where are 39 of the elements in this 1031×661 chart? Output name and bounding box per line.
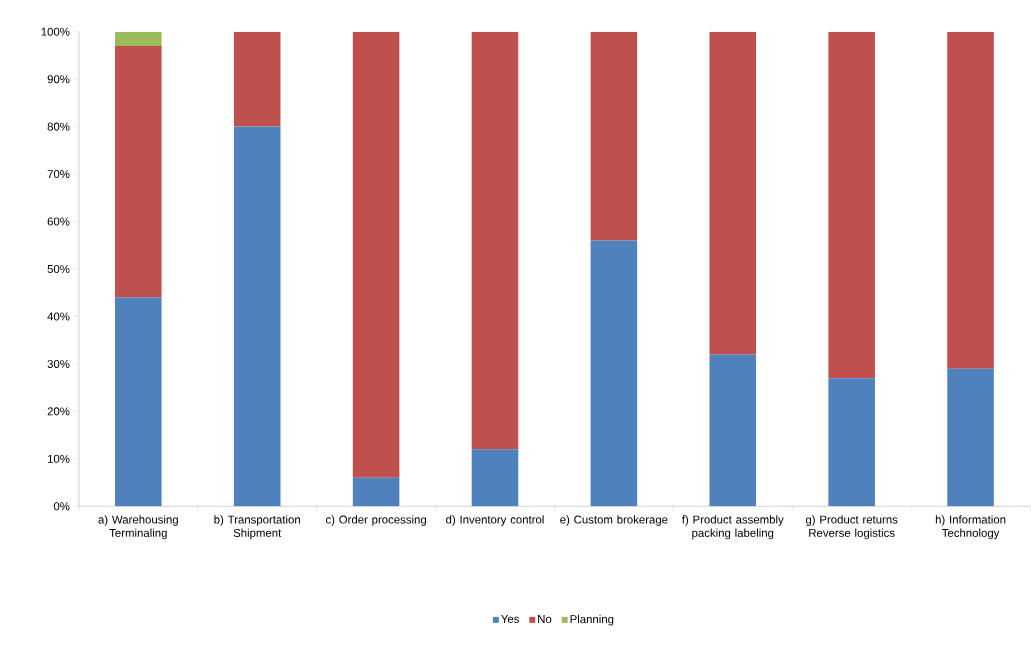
bar: [352, 31, 400, 478]
bar: [709, 31, 757, 355]
x-tick-label: g) Product returns Reverse logistics: [805, 515, 898, 540]
legend-label: No: [538, 615, 552, 624]
bar: [947, 368, 994, 507]
y-tick-label: 40%: [47, 312, 70, 321]
x-tick-label: b) Transportation Shipment: [214, 515, 300, 540]
x-tick-label: e) Custom brokerage: [560, 515, 668, 526]
y-tick-label: 90%: [47, 75, 70, 84]
y-tick-label: 20%: [47, 407, 70, 416]
bar: [352, 477, 400, 507]
x-tick-label: h) Information Technology: [935, 515, 1006, 540]
bar: [115, 46, 162, 298]
y-tick-label: 30%: [47, 359, 70, 369]
x-tick-label: d) Inventory control: [446, 515, 544, 526]
bar: [115, 297, 162, 507]
x-tick-label: f) Product assembly packing labeling: [681, 515, 784, 540]
y-tick-label: 60%: [47, 217, 70, 226]
y-tick-label: 10%: [47, 454, 70, 463]
y-tick-label: 100%: [41, 27, 70, 36]
bar: [471, 449, 519, 507]
bar: [709, 354, 757, 507]
bar: [115, 31, 162, 47]
legend-label: Yes: [501, 615, 519, 624]
bar: [233, 31, 281, 127]
legend-label: Planning: [570, 614, 614, 626]
bar: [828, 31, 875, 379]
bar: [828, 378, 875, 507]
bar: [947, 31, 994, 369]
bar: [471, 31, 519, 450]
y-tick-label: 80%: [47, 122, 70, 131]
bar: [233, 126, 281, 507]
bar: [590, 240, 638, 507]
x-tick-label: a) Warehousing Terminaling: [98, 515, 178, 540]
bar: [590, 31, 638, 241]
y-tick-label: 0%: [53, 502, 70, 511]
x-tick-label: c) Order processing: [325, 515, 426, 526]
y-tick-label: 50%: [47, 265, 70, 274]
y-tick-label: 70%: [47, 170, 70, 179]
